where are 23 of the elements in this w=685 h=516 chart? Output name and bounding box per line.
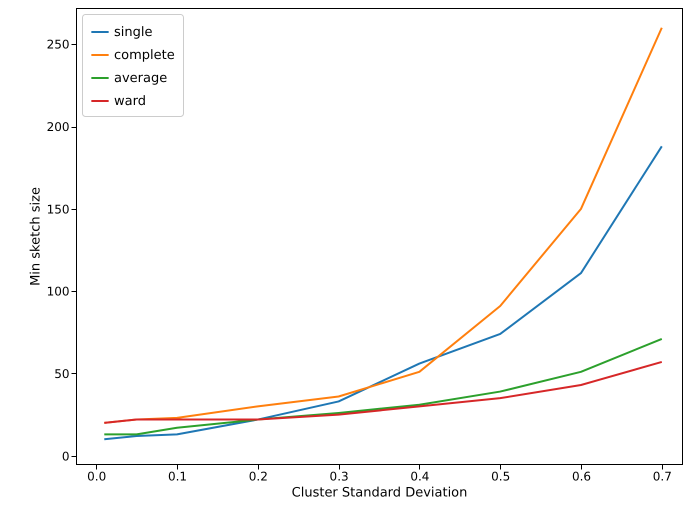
x-tick-label: 0.3 bbox=[330, 470, 349, 484]
x-axis-title: Cluster Standard Deviation bbox=[292, 486, 468, 500]
legend-label: complete bbox=[114, 48, 175, 63]
y-tick-label: 0 bbox=[62, 449, 70, 464]
line-series bbox=[103, 338, 663, 436]
y-tick-label: 100 bbox=[46, 284, 70, 299]
y-tick-label: 150 bbox=[46, 202, 70, 216]
x-tick-label: 0.2 bbox=[248, 470, 268, 484]
legend-label: ward bbox=[114, 94, 146, 109]
y-axis-title: Min sketch size bbox=[28, 187, 44, 286]
x-tick-label: 0.6 bbox=[572, 470, 592, 484]
legend-label: single bbox=[114, 25, 152, 40]
x-tick-label: 0.7 bbox=[652, 470, 672, 484]
y-tick-label: 50 bbox=[54, 366, 70, 381]
line-series bbox=[103, 360, 663, 424]
x-tick-label: 0.4 bbox=[410, 470, 430, 484]
x-tick-label: 0.1 bbox=[168, 470, 188, 484]
y-tick-label: 200 bbox=[46, 120, 70, 134]
x-tick-label: 0.5 bbox=[491, 470, 510, 484]
x-tick-label: 0.0 bbox=[87, 470, 106, 484]
line-series bbox=[103, 145, 663, 440]
y-tick-label: 250 bbox=[46, 38, 70, 52]
legend-label: average bbox=[114, 71, 168, 86]
